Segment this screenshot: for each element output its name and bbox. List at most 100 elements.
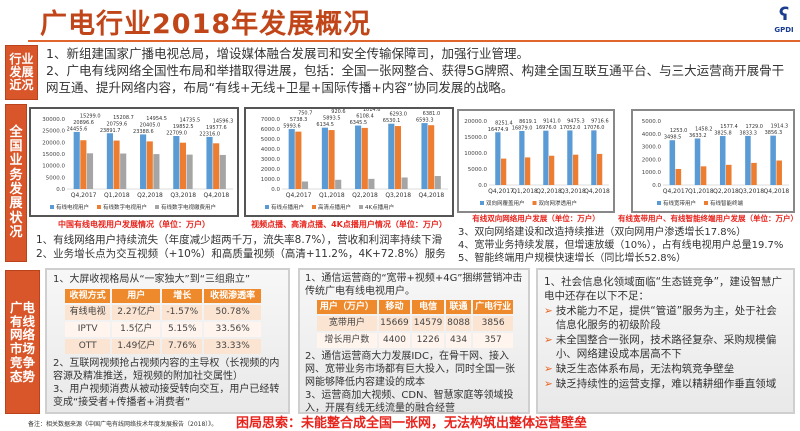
legend-label: 有线数字电视用户 xyxy=(103,203,147,211)
data-label: 14954.5 xyxy=(146,116,167,122)
viewing-table: 收视方式 用户 增长 收视渗透率 有线电视 2.27亿户 -1.57% 50.78% IPTV 1… xyxy=(63,287,263,356)
bar xyxy=(335,179,342,189)
business-point: 3、双向网络建设和改造持续推进（双向网用户渗透增长17.8%） xyxy=(458,227,747,238)
bullet-text: 技术能力不足，提供“管道”服务为主，处于社会信息化服务的初级阶段 xyxy=(555,305,777,331)
section-label-competition: 广电 有线 网络 市场 竞争 态势 xyxy=(5,270,40,414)
chart-vod-users: 0.0 1000.0 2000.0 3000.0 4000.0 5000.0 6000.0 7… xyxy=(244,105,454,217)
bar xyxy=(519,130,525,185)
label-line: 行业 xyxy=(9,51,34,66)
data-label: 6134.5 xyxy=(316,122,334,128)
business-points-right: 3、双向网络建设和改造持续推进（双向网用户渗透增长17.8%） 4、宽带业务持续… xyxy=(458,226,798,265)
table-cell: 有线电视 xyxy=(65,305,111,320)
data-label: 16976.0 xyxy=(536,125,557,131)
chart-caption: 有线宽带用户、有线智能终端用户发展（单位：万户） xyxy=(618,214,798,223)
data-label: 8251.4 xyxy=(495,120,513,126)
bar xyxy=(745,135,751,185)
bar xyxy=(179,142,187,189)
bar xyxy=(206,136,213,189)
bar xyxy=(549,155,555,185)
bar xyxy=(355,125,362,189)
bar xyxy=(700,166,707,185)
table-cell: 8088 xyxy=(445,316,472,331)
data-label: 22709.0 xyxy=(166,131,187,137)
data-label: 6108.4 xyxy=(356,114,374,120)
bar xyxy=(301,181,309,189)
y-tick-label: 25000.0 xyxy=(42,129,65,135)
table-cell: 7.76% xyxy=(162,339,203,354)
data-label: 6345.5 xyxy=(350,120,368,126)
legend-swatch xyxy=(480,201,484,205)
arrow-bullet-icon: ➢ xyxy=(544,378,553,390)
x-tick-label: Q4,2018 xyxy=(204,192,230,199)
x-tick-label: Q2,2018 xyxy=(352,192,378,199)
data-label: 1914.3 xyxy=(771,124,789,130)
bar xyxy=(573,154,579,185)
bar xyxy=(428,125,435,189)
bar xyxy=(567,130,573,185)
x-tick-label: Q1,2018 xyxy=(688,188,714,195)
table-cell: 50.78% xyxy=(204,305,261,320)
legend-label: 双向网渗透用户 xyxy=(539,199,578,207)
data-label: 14596.3 xyxy=(213,118,234,124)
bullet-text: 未全国整合一张网，技术路径复杂、采购规模偏小、网络建设成本居高不下 xyxy=(555,334,777,360)
legend-swatch xyxy=(97,205,101,209)
table-cell: 1.49亿户 xyxy=(112,339,161,354)
title-divider xyxy=(28,40,800,42)
data-label: 6530.1 xyxy=(383,118,401,124)
deficiency-bullet: ➢ 未全国整合一张网，技术路径复杂、采购规模偏小、网络建设成本居高不下 xyxy=(544,333,787,361)
label-char: 广电 xyxy=(9,299,35,315)
bar xyxy=(421,123,428,189)
panel-point: 2、通信运营商大力发展IDC，在骨干网、接入网、宽带业务市场都有巨大投入，同时全… xyxy=(305,351,515,388)
x-tick-label: Q3,2018 xyxy=(738,188,764,195)
y-tick-label: 6000.0 xyxy=(261,127,281,133)
bar xyxy=(525,157,531,185)
bar xyxy=(776,160,782,185)
legend-swatch xyxy=(704,201,708,205)
y-tick-label: 0.0 xyxy=(652,183,661,189)
panel-title: 1、社会信息化领域面临“生态链竞争”，建设智慧广电中还存在以下不足： xyxy=(544,276,783,302)
x-tick-label: Q4,2018 xyxy=(584,188,610,195)
x-tick-label: Q2,2018 xyxy=(137,192,163,199)
business-point: 4、宽带业务持续发展，但增速放缓（10%），占有线电视用户总量19.7% xyxy=(458,240,784,251)
table-cell: 1.5亿户 xyxy=(112,322,161,337)
data-label: 1253.0 xyxy=(670,128,688,134)
bar xyxy=(173,136,180,189)
bar xyxy=(146,141,153,189)
panel-point: 2、互联网视频抢占视频内容的主导权（长视频的内容源及精准推送，短视频的附加社交属… xyxy=(53,358,280,382)
x-tick-label: Q4,2017 xyxy=(286,192,312,199)
chart-two-way-users: 0.0 5000.0 10000.0 15000.0 20000.0 Q4,2017 164… xyxy=(457,109,615,213)
industry-point: 1、新组建国家广播电视总局，增设媒体融合发展司和安全传输保障司，加强行业管理。 xyxy=(46,46,529,61)
data-label: 16879.0 xyxy=(512,125,533,131)
label-char: 况 xyxy=(9,224,23,240)
legend-label: 有线宽带用户 xyxy=(663,199,696,207)
x-tick-label: Q1,2018 xyxy=(319,192,345,199)
bar xyxy=(726,164,732,185)
bar xyxy=(219,154,226,189)
data-label: 14735.5 xyxy=(179,118,200,124)
y-tick-label: 20000.0 xyxy=(464,119,487,125)
data-label: 5993.6 xyxy=(283,124,301,130)
data-label: 15299.0 xyxy=(80,113,101,119)
data-label: 920.6 xyxy=(331,109,345,115)
table-row: IPTV 1.5亿户 5.15% 33.56% xyxy=(65,322,261,337)
chart-caption: 有线双向网络用户发展（单位：万户） xyxy=(472,214,600,223)
x-tick-label: Q4,2018 xyxy=(764,188,790,195)
data-label: 1577.4 xyxy=(720,124,738,130)
y-tick-label: 3000.0 xyxy=(642,145,662,151)
y-tick-label: 15000.0 xyxy=(42,152,65,158)
label-char: 国 xyxy=(9,139,23,155)
label-char: 有线 xyxy=(9,313,35,329)
x-tick-label: Q3,2018 xyxy=(560,188,586,195)
table-row: OTT 1.49亿户 7.76% 33.33% xyxy=(65,339,261,354)
x-tick-label: Q1,2018 xyxy=(104,192,130,199)
bar xyxy=(328,130,335,189)
label-char: 务 xyxy=(9,167,23,183)
table-header: 用户（万户） xyxy=(317,300,377,314)
table-cell: 5.15% xyxy=(162,322,203,337)
y-tick-label: 3000.0 xyxy=(261,157,281,163)
arrow-bullet-icon: ➢ xyxy=(544,334,553,346)
bar xyxy=(495,132,501,185)
arrow-bullet-icon: ➢ xyxy=(544,363,553,375)
data-label: 20896.6 xyxy=(73,120,94,126)
data-label: 1151.8 xyxy=(396,109,414,111)
